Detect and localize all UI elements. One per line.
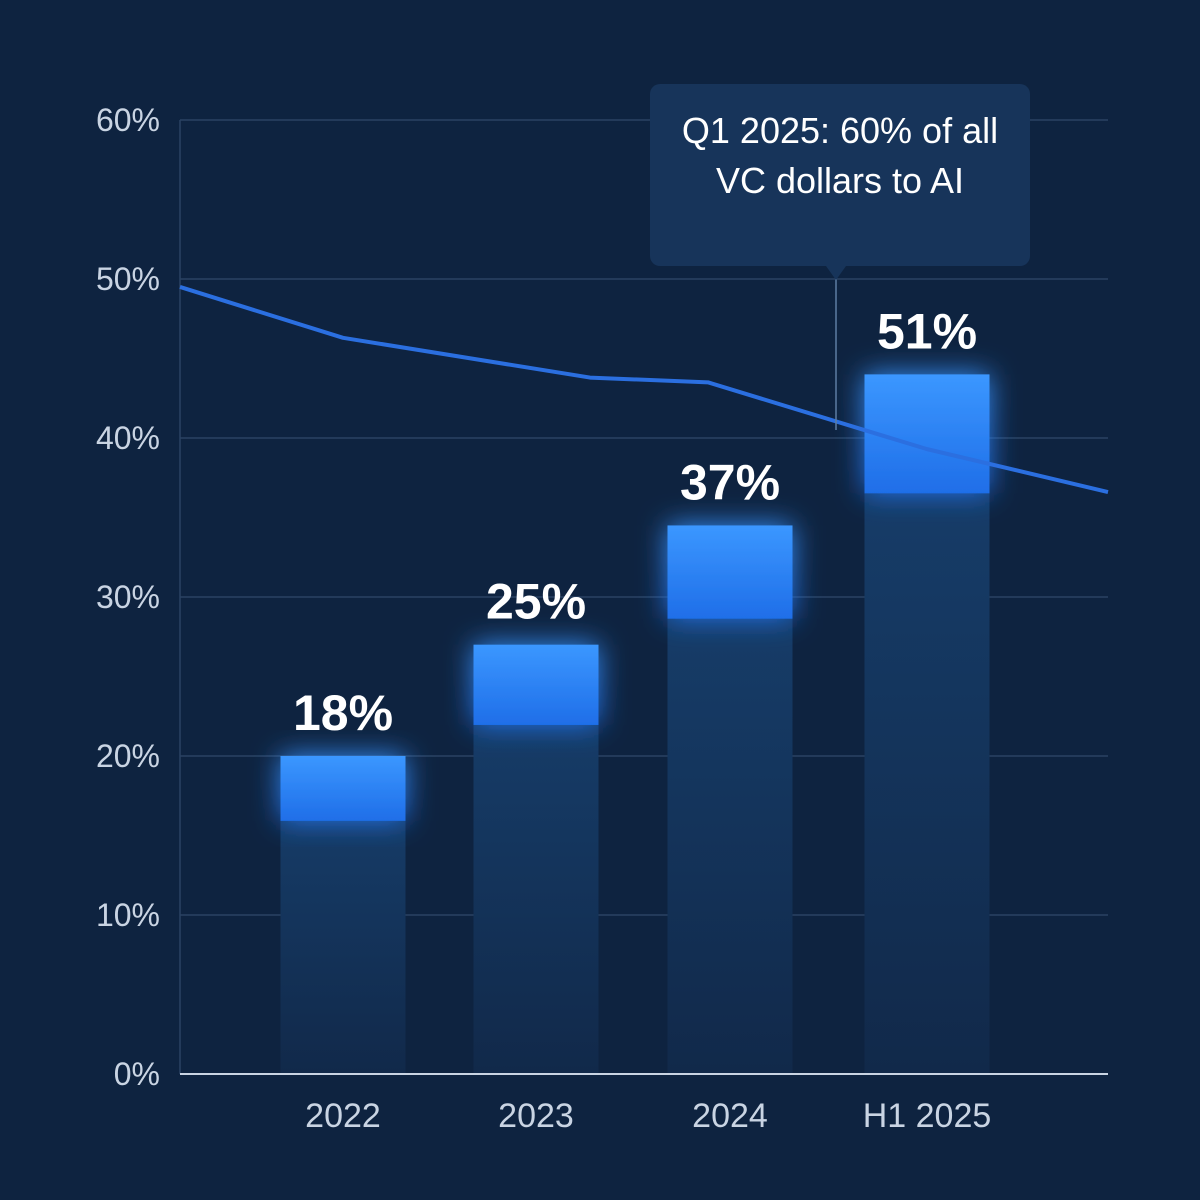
y-tick-label: 0%	[114, 1056, 160, 1092]
x-tick-label: H1 2025	[863, 1097, 992, 1135]
callout-pointer-arrow	[826, 266, 846, 280]
annotation-text: Q1 2025: 60% of all VC dollars to AI	[681, 110, 999, 201]
callout-pointer-layer	[826, 266, 846, 430]
bars	[280, 374, 990, 1074]
bar-highlight	[864, 374, 990, 494]
x-axis-ticks: 2022 2023 2024 H1 2025	[305, 1097, 991, 1135]
trend-line-layer	[179, 285, 1109, 495]
x-tick-label: 2023	[498, 1097, 574, 1135]
y-tick-label: 60%	[96, 102, 160, 138]
bar-value-label: 25%	[486, 574, 586, 630]
bar-value-label: 51%	[877, 303, 977, 359]
y-tick-label: 30%	[96, 579, 160, 615]
bar-value-label: 37%	[680, 454, 780, 510]
y-tick-label: 20%	[96, 738, 160, 774]
bar-highlight	[667, 525, 793, 619]
x-tick-label: 2022	[305, 1097, 381, 1135]
bar-value-label: 18%	[293, 685, 393, 741]
trend-line	[179, 285, 1109, 495]
x-tick-label: 2024	[692, 1097, 768, 1135]
bar-highlight	[280, 756, 406, 821]
y-tick-label: 50%	[96, 261, 160, 297]
y-tick-label: 10%	[96, 897, 160, 933]
y-axis-ticks: 0% 10% 20% 30% 40% 50% 60%	[96, 102, 160, 1092]
bar-highlight	[473, 644, 599, 725]
annotation-callout: Q1 2025: 60% of all VC dollars to AI	[650, 84, 1030, 266]
y-tick-label: 40%	[96, 420, 160, 456]
value-labels: 18% 25% 37% 51%	[293, 303, 977, 741]
